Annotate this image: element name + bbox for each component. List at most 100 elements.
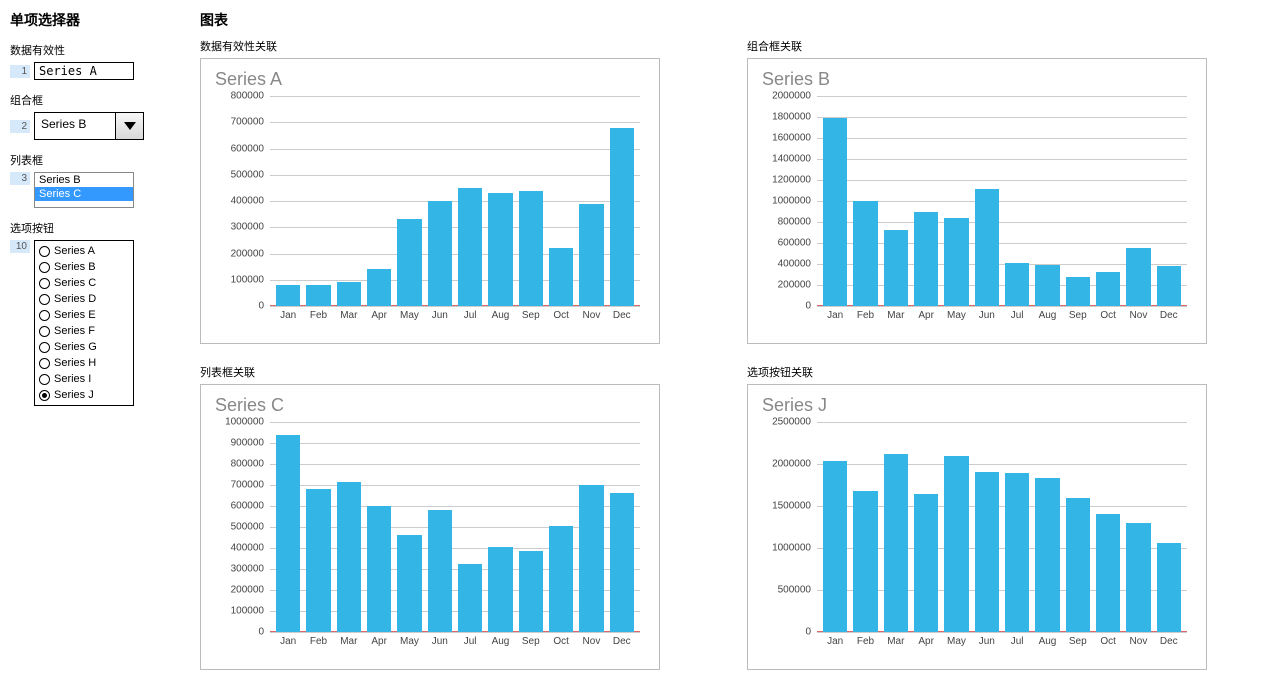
radio-item-label: Series F — [54, 325, 95, 337]
radio-circle-icon — [39, 262, 50, 273]
x-axis-label: Jul — [1005, 636, 1029, 647]
chart-combo: Series B02000004000006000008000001000000… — [747, 58, 1207, 344]
combo-box[interactable]: Series B — [34, 112, 144, 140]
row-num-1: 1 — [10, 65, 30, 78]
chart-title: Series J — [762, 395, 1192, 416]
x-axis-label: Oct — [549, 310, 573, 321]
radio-item[interactable]: Series A — [39, 243, 129, 259]
listbox-item[interactable]: Series B — [35, 173, 133, 187]
bar — [823, 118, 847, 306]
plot-area: 05000001000000150000020000002500000 — [817, 422, 1187, 632]
bar — [306, 489, 330, 632]
chart-section-label: 数据有效性关联 — [200, 38, 707, 54]
y-axis-label: 0 — [258, 301, 264, 312]
y-axis-label: 1800000 — [772, 112, 811, 123]
grid-line — [817, 632, 1187, 633]
radio-label: 选项按钮 — [10, 220, 170, 236]
y-axis-label: 2000000 — [772, 459, 811, 470]
chart-radio: Series J 05000001000000150000020000002500… — [747, 384, 1207, 670]
bars — [270, 422, 640, 632]
x-axis-label: Oct — [549, 636, 573, 647]
data-validity-input[interactable] — [34, 62, 134, 80]
x-axis-label: Apr — [367, 310, 391, 321]
x-axis-label: May — [397, 310, 421, 321]
x-axis-label: Feb — [853, 310, 877, 321]
bar — [944, 218, 968, 306]
x-axis-labels: JanFebMarAprMayJunJulAugSepOctNovDec — [270, 306, 640, 321]
combo-dropdown-button[interactable] — [115, 113, 143, 139]
radio-item[interactable]: Series H — [39, 355, 129, 371]
y-axis-label: 100000 — [231, 274, 264, 285]
bar — [944, 456, 968, 632]
bar — [488, 547, 512, 632]
bar — [519, 551, 543, 632]
bar — [610, 128, 634, 307]
bar — [914, 494, 938, 632]
bar — [488, 193, 512, 306]
y-axis-label: 800000 — [231, 91, 264, 102]
chart-data-validity-block: 数据有效性关联Series A0100000200000300000400000… — [200, 38, 707, 344]
combo-value: Series B — [35, 113, 115, 139]
radio-circle-icon — [39, 246, 50, 257]
x-axis-label: Jun — [975, 636, 999, 647]
sidebar-title: 单项选择器 — [10, 10, 170, 30]
bars — [817, 96, 1187, 306]
bar — [519, 191, 543, 307]
radio-item[interactable]: Series C — [39, 275, 129, 291]
radio-item[interactable]: Series B — [39, 259, 129, 275]
x-axis-label: Oct — [1096, 310, 1120, 321]
x-axis-label: Nov — [579, 636, 603, 647]
radio-item-label: Series D — [54, 293, 96, 305]
bar — [1096, 272, 1120, 306]
radio-item-label: Series J — [54, 389, 94, 401]
radio-item[interactable]: Series J — [39, 387, 129, 403]
x-axis-label: Aug — [1035, 310, 1059, 321]
bar — [884, 454, 908, 632]
x-axis-label: Aug — [488, 310, 512, 321]
listbox[interactable]: Series BSeries C — [34, 172, 134, 208]
radio-circle-icon — [39, 342, 50, 353]
bar — [276, 435, 300, 632]
bar — [914, 212, 938, 307]
bar — [337, 282, 361, 306]
bar — [397, 535, 421, 632]
radio-group: Series ASeries BSeries C Series D Series E… — [34, 240, 134, 406]
y-axis-label: 800000 — [778, 217, 811, 228]
radio-item[interactable]: Series F — [39, 323, 129, 339]
radio-item[interactable]: Series I — [39, 371, 129, 387]
x-axis-label: Aug — [488, 636, 512, 647]
x-axis-label: Aug — [1035, 636, 1059, 647]
radio-item[interactable]: Series E — [39, 307, 129, 323]
bar — [306, 285, 330, 306]
sidebar: 单项选择器 数据有效性 1 组合框 2 Series B 列表框 3 Serie… — [10, 10, 170, 670]
y-axis-label: 1600000 — [772, 133, 811, 144]
bar — [1157, 543, 1181, 632]
y-axis-label: 400000 — [778, 259, 811, 270]
bar — [337, 482, 361, 632]
bar — [1126, 523, 1150, 632]
row-num-10: 10 — [10, 240, 30, 253]
x-axis-label: Jan — [276, 310, 300, 321]
y-axis-label: 1000000 — [772, 196, 811, 207]
chart-section-label: 列表框关联 — [200, 364, 707, 380]
x-axis-label: Feb — [853, 636, 877, 647]
chart-radio-block: 选项按钮关联Series J05000001000000150000020000… — [747, 364, 1254, 670]
bar — [1035, 265, 1059, 306]
main-title: 图表 — [200, 10, 1254, 30]
combo-label: 组合框 — [10, 92, 170, 108]
y-axis-label: 1000000 — [225, 417, 264, 428]
x-axis-label: Sep — [519, 310, 543, 321]
listbox-item[interactable]: Series C — [35, 187, 133, 201]
x-axis-label: Jan — [276, 636, 300, 647]
radio-item[interactable]: Series G — [39, 339, 129, 355]
radio-item[interactable]: Series D — [39, 291, 129, 307]
bar — [884, 230, 908, 306]
y-axis-label: 600000 — [231, 501, 264, 512]
radio-circle-icon — [39, 294, 50, 305]
x-axis-label: Oct — [1096, 636, 1120, 647]
radio-item-label: Series H — [54, 357, 96, 369]
y-axis-label: 200000 — [231, 248, 264, 259]
plot-area: 0100000200000300000400000500000600000700… — [270, 422, 640, 632]
radio-circle-icon — [39, 374, 50, 385]
bar — [1066, 498, 1090, 632]
